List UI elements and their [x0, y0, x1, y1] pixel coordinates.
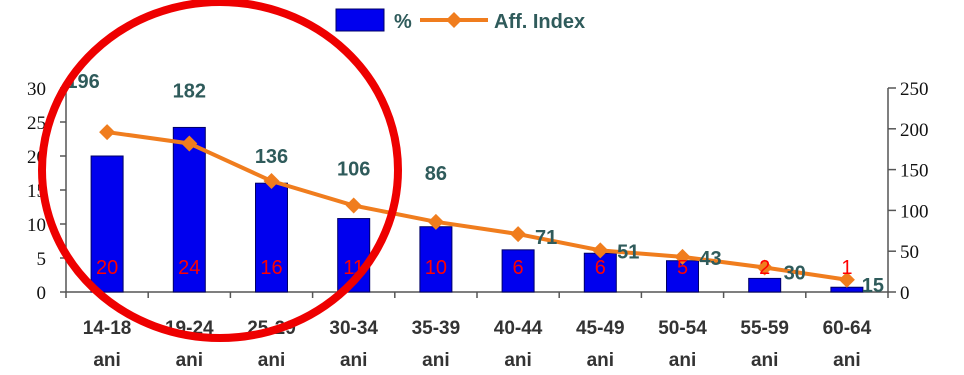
line-point [427, 213, 444, 230]
bar-value-label: 2 [759, 257, 770, 279]
x-tick-label: 45-49 ani [576, 318, 625, 371]
line-value-label: 71 [535, 227, 557, 249]
bar-value-label: 6 [513, 257, 524, 279]
legend-bar-swatch [335, 8, 385, 32]
x-tick-label: 14-18 ani [83, 318, 132, 371]
bar-value-label: 1 [841, 257, 852, 279]
legend: % Aff. Index [335, 8, 585, 33]
y-right-tick-label: 100 [900, 201, 929, 222]
line-path [106, 130, 848, 282]
bar-value-label: 16 [260, 257, 282, 279]
line-point [592, 242, 609, 259]
line-point [345, 197, 362, 214]
line-value-label: 136 [255, 146, 288, 168]
y-right-tick-label: 250 [900, 79, 929, 100]
bar-value-label: 5 [677, 257, 688, 279]
bar [90, 155, 124, 293]
x-tick-label: 50-54 ani [658, 318, 707, 371]
line-point [756, 259, 773, 276]
y-right-tick-label: 200 [900, 120, 929, 141]
bar-value-label: 24 [178, 257, 200, 279]
legend-line-marker [446, 12, 462, 28]
bar [255, 182, 288, 293]
bar [501, 249, 535, 293]
y-right-tick-label: 150 [900, 161, 929, 182]
line-point [674, 248, 691, 265]
x-tick-label: 60-64 ani [823, 318, 872, 371]
y-left-tick-label: 5 [37, 249, 47, 270]
legend-line-label: Aff. Index [494, 11, 585, 33]
x-tick-label: 35-39 ani [412, 318, 461, 371]
line-point [181, 135, 198, 152]
bars [90, 126, 864, 293]
line-point [510, 226, 527, 243]
y-right-tick-label: 0 [900, 283, 910, 304]
x-tick-label: 55-59 ani [740, 318, 789, 371]
line-series [99, 124, 855, 288]
line-value-label: 106 [337, 159, 370, 181]
y-left-tick-label: 0 [37, 283, 47, 304]
bar [830, 286, 864, 293]
bar [172, 126, 206, 293]
line-value-label: 182 [173, 80, 206, 102]
line-point [263, 173, 280, 190]
bar-value-label: 6 [595, 257, 606, 279]
line-value-label: 15 [862, 275, 884, 297]
legend-bar-label: % [394, 11, 412, 33]
line-point [99, 124, 116, 141]
bar [419, 226, 453, 293]
y-left-tick-label: 30 [27, 79, 46, 100]
bar-value-label: 10 [425, 257, 447, 279]
line-point [838, 271, 855, 288]
line-value-label: 86 [425, 163, 447, 185]
x-tick-label: 19-24 ani [165, 318, 214, 371]
y-left-tick-label: 25 [27, 113, 46, 134]
line-value-label: 51 [617, 241, 639, 263]
x-tick-label: 40-44 ani [494, 318, 543, 371]
line-value-label: 30 [784, 263, 806, 285]
line-value-label: 43 [699, 248, 721, 270]
bar-value-label: 20 [96, 257, 118, 279]
y-right-tick-label: 50 [900, 242, 919, 263]
highlight-circle [38, 0, 402, 342]
bar [748, 277, 782, 293]
bar [666, 260, 699, 293]
y-left-tick-label: 10 [27, 215, 46, 236]
x-tick-label: 30-34 ani [329, 318, 378, 371]
